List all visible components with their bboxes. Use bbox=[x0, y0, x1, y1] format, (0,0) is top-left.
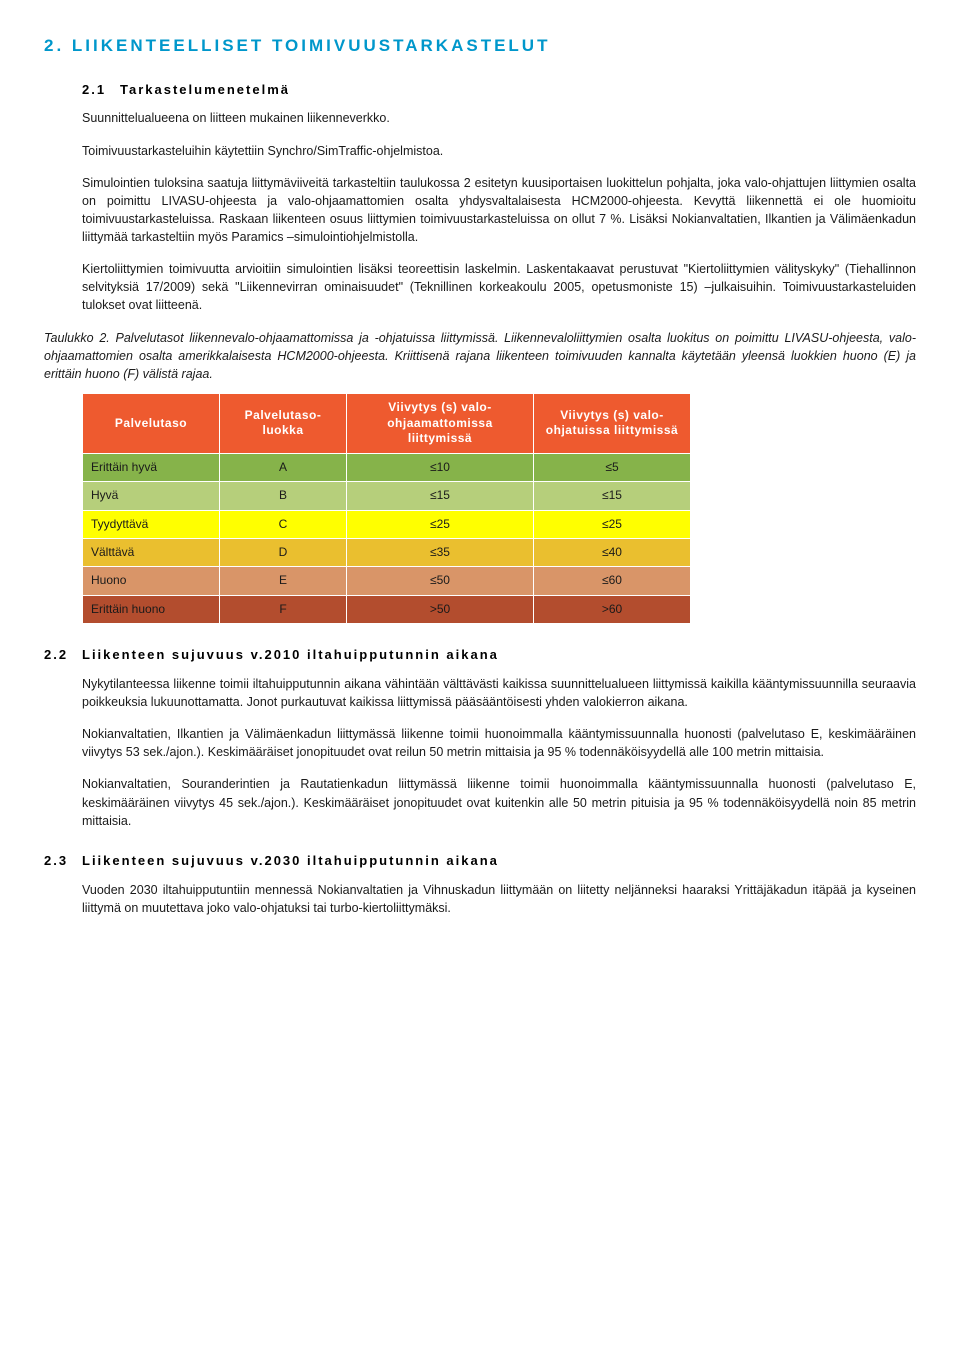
table-cell: ≤15 bbox=[347, 482, 534, 510]
table-header: Viivytys (s) valo-ohjatuissa liittymissä bbox=[534, 393, 691, 453]
section-title: LIIKENTEELLISET TOIMIVUUSTARKASTELUT bbox=[72, 36, 551, 55]
table-cell: ≤40 bbox=[534, 538, 691, 566]
paragraph: Simulointien tuloksina saatuja liittymäv… bbox=[82, 174, 916, 247]
table-cell: ≤35 bbox=[347, 538, 534, 566]
table-cell: D bbox=[220, 538, 347, 566]
table-cell: Hyvä bbox=[83, 482, 220, 510]
table-cell: ≤50 bbox=[347, 567, 534, 595]
subsection-number: 2.1 bbox=[82, 81, 120, 100]
paragraph: Nykytilanteessa liikenne toimii iltahuip… bbox=[82, 675, 916, 711]
subsection-number: 2.2 bbox=[44, 646, 82, 665]
table-caption: Taulukko 2. Palvelutasot liikennevalo-oh… bbox=[44, 329, 916, 383]
section-heading: 2. LIIKENTEELLISET TOIMIVUUSTARKASTELUT bbox=[44, 34, 916, 59]
table-cell: Välttävä bbox=[83, 538, 220, 566]
table-row: HuonoE≤50≤60 bbox=[83, 567, 691, 595]
subsection-22-heading: 2.2Liikenteen sujuvuus v.2010 iltahuippu… bbox=[44, 646, 916, 665]
subsection-number: 2.3 bbox=[44, 852, 82, 871]
subsection-23-heading: 2.3Liikenteen sujuvuus v.2030 iltahuippu… bbox=[44, 852, 916, 871]
paragraph: Nokianvaltatien, Souranderintien ja Raut… bbox=[82, 775, 916, 829]
table-cell: A bbox=[220, 453, 347, 481]
table-header: Palvelutaso bbox=[83, 393, 220, 453]
section-number: 2. bbox=[44, 36, 64, 55]
paragraph: Suunnittelualueena on liitteen mukainen … bbox=[82, 109, 916, 127]
table-cell: Erittäin hyvä bbox=[83, 453, 220, 481]
table-cell: >50 bbox=[347, 595, 534, 623]
table-cell: ≤15 bbox=[534, 482, 691, 510]
table-header-row: Palvelutaso Palvelutaso-luokka Viivytys … bbox=[83, 393, 691, 453]
paragraph: Vuoden 2030 iltahuipputuntiin mennessä N… bbox=[82, 881, 916, 917]
palvelutaso-table: Palvelutaso Palvelutaso-luokka Viivytys … bbox=[82, 393, 691, 624]
table-cell: ≤25 bbox=[347, 510, 534, 538]
table-cell: Tyydyttävä bbox=[83, 510, 220, 538]
table-cell: E bbox=[220, 567, 347, 595]
table-cell: ≤25 bbox=[534, 510, 691, 538]
table-row: TyydyttäväC≤25≤25 bbox=[83, 510, 691, 538]
table-cell: >60 bbox=[534, 595, 691, 623]
table-cell: Huono bbox=[83, 567, 220, 595]
table-header: Viivytys (s) valo-ohjaamattomissa liitty… bbox=[347, 393, 534, 453]
table-cell: ≤5 bbox=[534, 453, 691, 481]
subsection-title: Liikenteen sujuvuus v.2030 iltahuipputun… bbox=[82, 853, 499, 868]
subsection-title: Liikenteen sujuvuus v.2010 iltahuipputun… bbox=[82, 647, 499, 662]
table-cell: C bbox=[220, 510, 347, 538]
paragraph: Toimivuustarkasteluihin käytettiin Synch… bbox=[82, 142, 916, 160]
table-row: Erittäin hyväA≤10≤5 bbox=[83, 453, 691, 481]
table-row: VälttäväD≤35≤40 bbox=[83, 538, 691, 566]
table-cell: B bbox=[220, 482, 347, 510]
table-cell: Erittäin huono bbox=[83, 595, 220, 623]
paragraph: Kiertoliittymien toimivuutta arvioitiin … bbox=[82, 260, 916, 314]
subsection-21-heading: 2.1Tarkastelumenetelmä bbox=[82, 81, 916, 100]
table-header: Palvelutaso-luokka bbox=[220, 393, 347, 453]
table-cell: ≤10 bbox=[347, 453, 534, 481]
table-row: HyväB≤15≤15 bbox=[83, 482, 691, 510]
paragraph: Nokianvaltatien, Ilkantien ja Välimäenka… bbox=[82, 725, 916, 761]
table-row: Erittäin huonoF>50>60 bbox=[83, 595, 691, 623]
table-cell: F bbox=[220, 595, 347, 623]
table-cell: ≤60 bbox=[534, 567, 691, 595]
subsection-title: Tarkastelumenetelmä bbox=[120, 82, 290, 97]
